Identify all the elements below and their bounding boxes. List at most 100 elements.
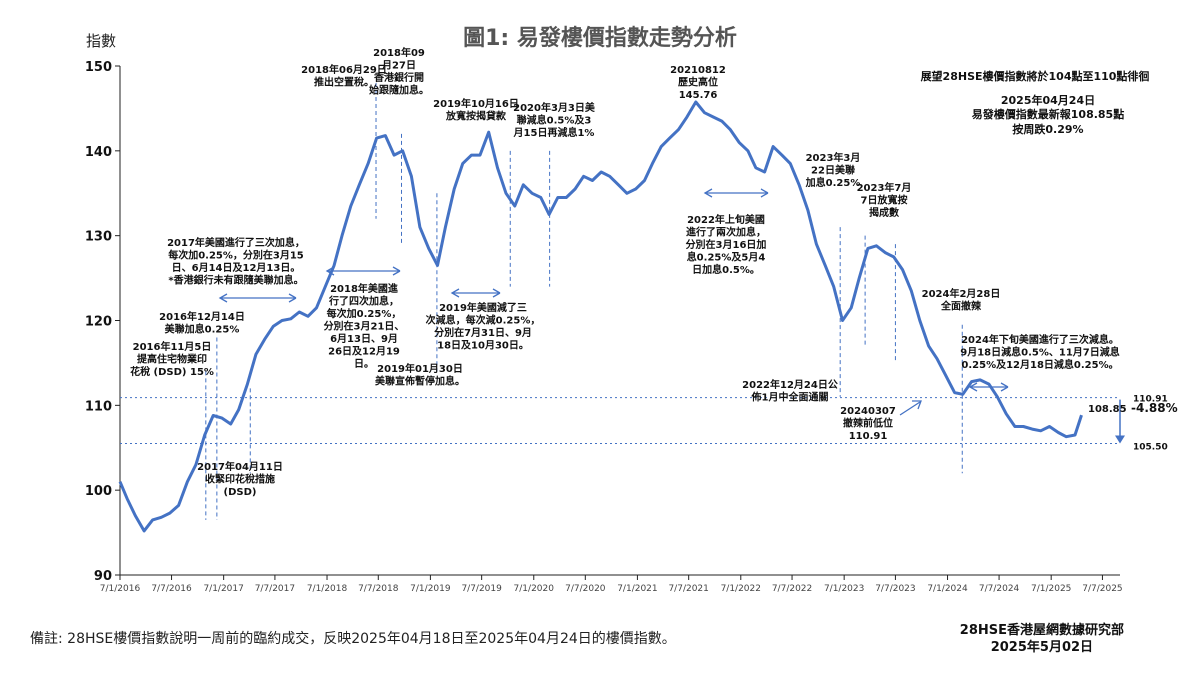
annotation-a2024-cuts: 2024年下旬美國進行了三次減息。9月18日減息0.5%、11月7日減息0.25… [960,333,1119,371]
x-tick-label: 7/7/2021 [668,584,708,594]
outlook-box: 展望28HSE樓價指數將於104點至110點徘徊 2025年04月24日易發樓價指… [920,69,1150,136]
footer-note: 備註: 28HSE樓價指數說明一周前的臨約成交，反映2025年04月18日至20… [30,631,676,647]
x-tick-label: 7/1/2023 [824,584,864,594]
annotation-line: 美聯加息0.25% [165,323,240,336]
annotation-line: 0.25%及12月18日減息0.25%。 [961,358,1118,371]
annotation-line: 2018年09 [373,46,425,59]
y-tick-label: 150 [85,60,112,75]
arrow-2024-low-head [912,400,922,410]
annotation-line: 2016年12月14日 [159,310,245,323]
reference-label: 105.50 [1133,443,1168,453]
arrow-2022-hikes-head-left [703,188,713,198]
arrow-2024-cuts-head-right [1000,382,1009,392]
annotation-line: 日。 [354,358,374,370]
arrow-2017-hikes-head-left [218,293,228,303]
x-tick-label: 7/7/2023 [875,584,915,594]
annotation-line: 2024年2月28日 [922,287,1001,300]
annotation-line: 聯減息0.5%及3 [517,114,592,127]
x-tick-label: 7/1/2020 [514,584,555,594]
annotation-line: 20240307 [840,406,896,417]
annotation-line: 18日及10月30日。 [437,340,529,352]
annotation-line: 始跟隨加息。 [369,84,429,97]
y-tick-label: 130 [85,230,112,245]
annotation-a2022-hikes: 2022年上旬美國進行了兩次加息，分別在3月16日加息0.25%及5月4日加息0… [686,213,767,276]
y-axis-label: 指數 [86,32,117,50]
annotation-line: 收緊印花稅措施 [205,473,275,486]
x-tick-label: 7/1/2017 [203,584,243,594]
annotation-line: 2022年12月24日公 [742,378,838,391]
annotation-line: 撤辣前低位 [843,417,893,430]
annotation-line: 香港銀行開 [374,71,424,84]
annotation-line: 月15日再減息1% [513,126,595,139]
x-tick-label: 7/7/2019 [461,584,502,594]
annotation-line: 7日放寬按 [861,194,908,207]
annotation-line: 歷史高位 [678,76,718,89]
annotation-line: 分別在3月16日加 [686,238,767,251]
annotation-line: (DSD) [224,487,257,498]
annotation-line: 全面撤辣 [940,300,982,313]
annotation-line: 分別在7月31日、9月 [434,326,532,339]
x-tick-label: 7/1/2021 [617,584,657,594]
axes [115,65,1120,580]
annotation-line: 110.91 [849,431,888,442]
chart-title: 圖1: 易發樓價指數走勢分析 [463,26,737,51]
annotation-line: 放寬按揭貸款 [445,110,507,123]
y-tick-label: 110 [85,399,112,414]
x-tick-label: 7/1/2016 [100,584,141,594]
x-tick-label: 7/7/2017 [255,584,295,594]
x-tick-label: 7/7/2025 [1082,584,1122,594]
annotation-line: 26日及12月19 [328,346,400,358]
annotation-line: 2018年美國進 [330,282,399,295]
x-tick-label: 7/7/2020 [565,584,606,594]
outlook-headline: 展望28HSE樓價指數將於104點至110點徘徊 [920,69,1150,83]
source-line-1: 28HSE香港屋網數據研究部 [959,623,1124,638]
arrow-2018-hikes-head-right [392,266,401,276]
annotation-line: 每次加0.25%， [327,307,402,320]
annotation-line: 2016年11月5日 [133,340,212,353]
arrow-2019-cuts-head-right [492,288,501,298]
annotation-line: 2023年3月 [806,151,861,164]
outlook-latest: 易發樓價指數最新報108.85點 [972,107,1124,121]
series-line [118,100,1083,533]
annotation-line: 次減息，每次減0.25%， [426,314,541,327]
annotation-line: 9月18日減息0.5%、11月7日減息 [960,346,1119,359]
x-tick-label: 7/7/2018 [358,584,399,594]
annotation-line: 2020年3月3日美 [513,101,596,114]
x-tick-label: 7/1/2019 [410,584,451,594]
annotation-line: 進行了兩次加息， [686,226,766,239]
annotation-line: 花稅 (DSD) 15% [130,365,214,378]
arrow-2024-cuts-head-left [968,382,978,392]
outlook-weekly-change: 按周跌0.29% [1012,122,1083,136]
arrow-2017-hikes-head-right [288,293,297,303]
annotation-line: 加息0.25% [805,176,861,189]
annotation-line: 2024年下旬美國進行了三次減息。 [961,333,1119,346]
annotation-line: 2019年10月16日 [433,97,519,110]
change-arrow-head [1115,435,1125,444]
annotation-line: 2019年美國減了三 [439,301,527,314]
annotation-line: 提高住宅物業印 [137,353,207,366]
arrow-2024-low [899,401,921,416]
reference-label: 110.91 [1133,395,1168,405]
annotation-a2019-cuts: 2019年美國減了三次減息，每次減0.25%，分別在7月31日、9月18日及10… [426,301,541,352]
source-line-2: 2025年5月02日 [990,640,1094,655]
annotation-line: 22日美聯 [811,164,855,177]
annotation-line: 2017年04月11日 [197,460,283,473]
annotation-line: 6月13日、9月 [330,333,398,345]
y-tick-label: 120 [85,315,112,330]
annotation-line: *香港銀行未有跟隨美聯加息。 [168,274,303,287]
annotation-line: 20210812 [670,65,726,76]
arrow-2022-hikes-head-right [760,188,769,198]
annotation-line: 佈1月中全面通關 [751,391,829,404]
annotation-line: 息0.25%及5月4 [687,251,766,264]
x-tick-label: 7/7/2016 [151,584,192,594]
annotation-line: 2019年01月30日 [377,362,463,375]
